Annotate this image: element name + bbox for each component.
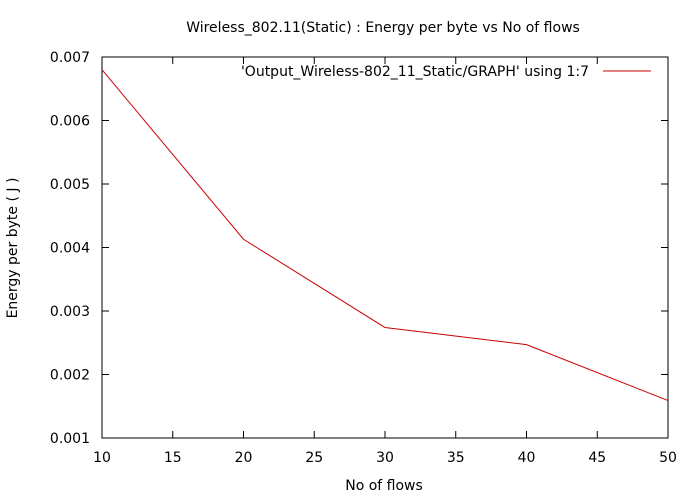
x-axis-label: No of flows (345, 478, 423, 494)
legend-series-label: 'Output_Wireless-802_11_Static/GRAPH' us… (241, 64, 589, 80)
x-tick-label: 35 (447, 450, 465, 466)
x-tick-label: 20 (235, 450, 253, 466)
chart-title: Wireless_802.11(Static) : Energy per byt… (186, 20, 580, 36)
x-tick-label: 40 (518, 450, 536, 466)
x-tick-label: 10 (93, 450, 111, 466)
legend: 'Output_Wireless-802_11_Static/GRAPH' us… (241, 64, 651, 80)
x-axis-ticks: 10 15 20 25 30 35 40 45 50 (93, 57, 677, 466)
x-tick-label: 45 (588, 450, 606, 466)
plot-frame (101, 56, 669, 439)
y-tick-label: 0.003 (50, 304, 90, 320)
y-tick-label: 0.006 (50, 114, 90, 130)
y-axis-ticks: 0.001 0.002 0.003 0.004 0.005 0.006 0.007 (50, 50, 668, 447)
y-tick-label: 0.005 (50, 177, 90, 193)
y-tick-label: 0.002 (50, 368, 90, 384)
y-tick-label: 0.004 (50, 241, 90, 257)
series-group (101, 69, 669, 402)
x-tick-label: 30 (376, 450, 394, 466)
x-tick-label: 25 (305, 450, 323, 466)
y-tick-label: 0.007 (50, 50, 90, 66)
x-tick-label: 15 (164, 450, 182, 466)
x-tick-label: 50 (659, 450, 677, 466)
y-axis-label: Energy per byte ( J ) (5, 178, 21, 319)
series-line (101, 69, 669, 402)
y-tick-label: 0.001 (50, 431, 90, 447)
